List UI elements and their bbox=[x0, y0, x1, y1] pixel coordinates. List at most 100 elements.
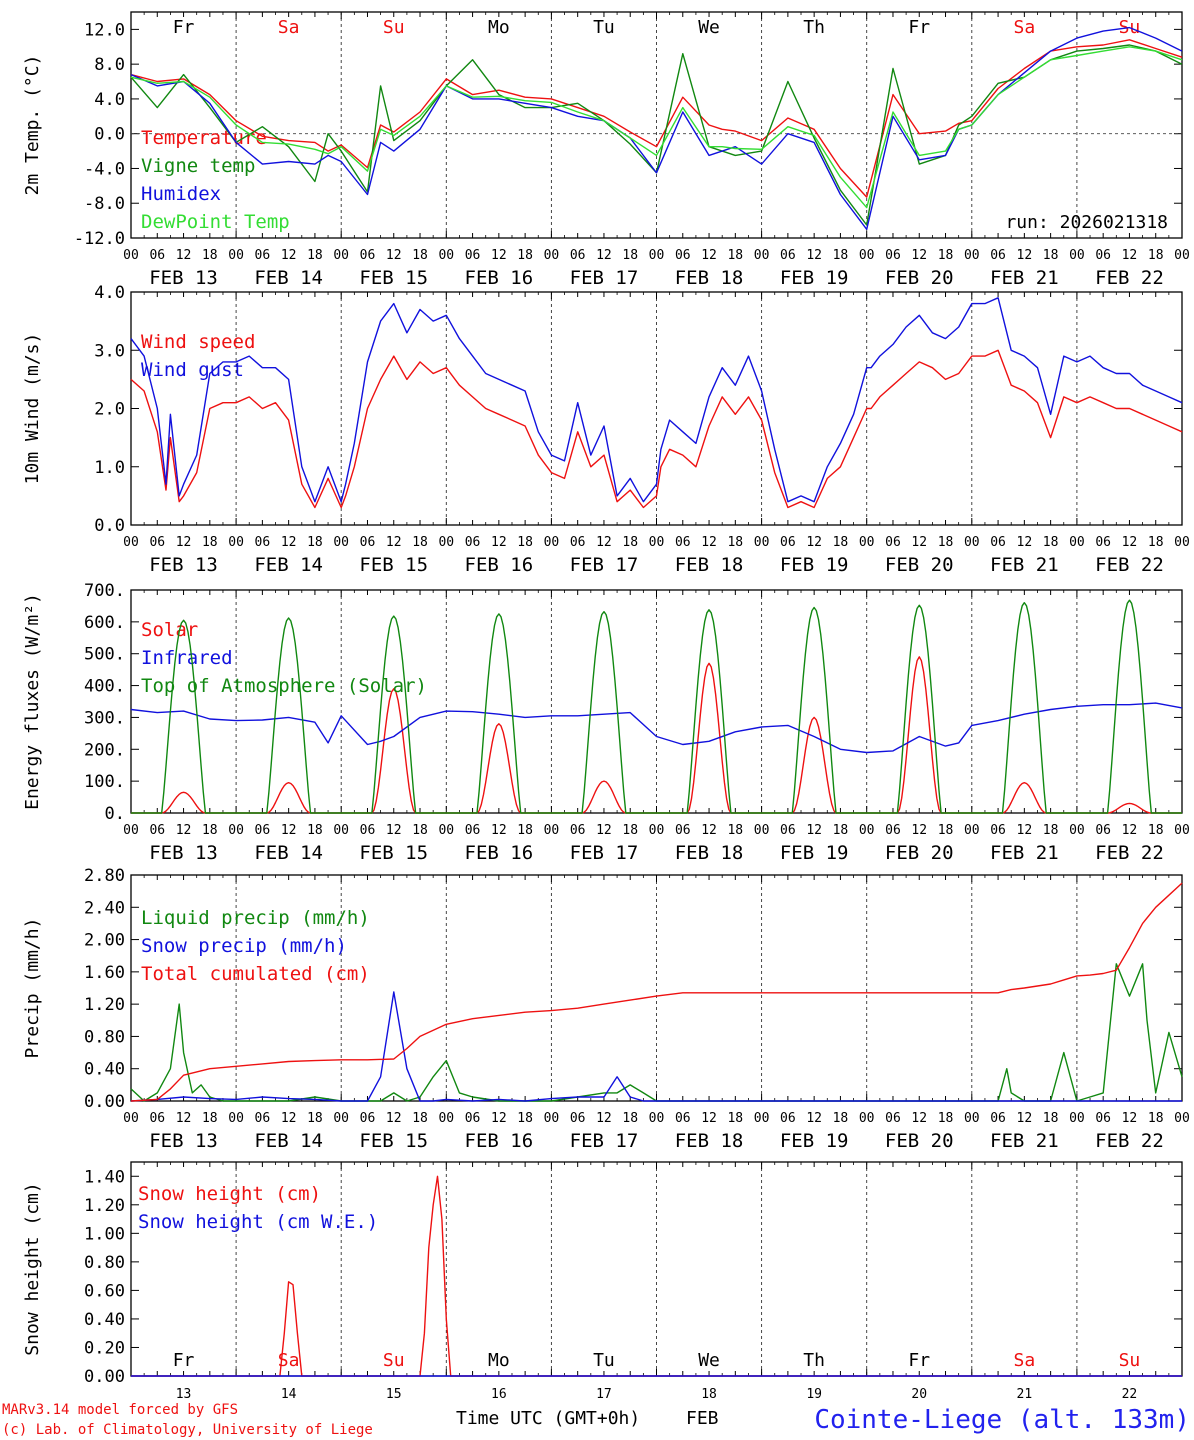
wind-hour-label: 06 bbox=[675, 535, 691, 550]
precip-ytick-label: 1.60 bbox=[84, 963, 125, 983]
precip-date-label: FEB 21 bbox=[990, 1130, 1059, 1152]
temp-date-label: FEB 20 bbox=[885, 267, 954, 289]
precip-date-label: FEB 17 bbox=[570, 1130, 639, 1152]
energy-hour-label: 00 bbox=[859, 823, 875, 838]
energy-ytick-label: 700. bbox=[84, 581, 125, 601]
temp-hour-label: 12 bbox=[176, 248, 192, 263]
wind-hour-label: 06 bbox=[990, 535, 1006, 550]
credit-line-1: MARv3.14 model forced by GFS bbox=[2, 1402, 238, 1418]
day-label-top: Su bbox=[383, 17, 405, 38]
wind-hour-label: 00 bbox=[754, 535, 770, 550]
energy-legend-item: Solar bbox=[141, 619, 198, 641]
wind-hour-label: 12 bbox=[386, 535, 402, 550]
energy-series-infrared bbox=[130, 702, 1183, 754]
credit-line-2: (c) Lab. of Climatology, University of L… bbox=[2, 1422, 373, 1438]
wind-ytick-label: 3.0 bbox=[94, 341, 125, 361]
precip-ytick-label: 0.00 bbox=[84, 1092, 125, 1112]
temp-hour-label: 18 bbox=[727, 248, 743, 263]
temp-hour-label: 06 bbox=[1095, 248, 1111, 263]
energy-hour-label: 12 bbox=[386, 823, 402, 838]
temp-date-label: FEB 14 bbox=[254, 267, 323, 289]
temp-ytick-label: 8.0 bbox=[94, 55, 125, 75]
wind-date-label: FEB 17 bbox=[570, 554, 639, 576]
temp-ytick-label: -12.0 bbox=[74, 229, 125, 249]
temp-hour-label: 18 bbox=[412, 248, 428, 263]
wind-hour-label: 00 bbox=[964, 535, 980, 550]
energy-date-label: FEB 22 bbox=[1095, 842, 1164, 864]
precip-hour-label: 18 bbox=[622, 1111, 638, 1126]
temp-hour-label: 18 bbox=[622, 248, 638, 263]
wind-hour-label: 06 bbox=[780, 535, 796, 550]
precip-hour-label: 18 bbox=[202, 1111, 218, 1126]
bottom-day-number: 13 bbox=[176, 1387, 192, 1402]
wind-hour-label: 00 bbox=[333, 535, 349, 550]
day-label-top: Fr bbox=[908, 17, 930, 38]
bottom-day-number: 22 bbox=[1122, 1387, 1138, 1402]
temp-hour-label: 12 bbox=[1017, 248, 1033, 263]
temp-hour-label: 00 bbox=[964, 248, 980, 263]
temp-hour-label: 12 bbox=[1122, 248, 1138, 263]
energy-date-label: FEB 20 bbox=[885, 842, 954, 864]
wind-hour-label: 12 bbox=[911, 535, 927, 550]
wind-date-label: FEB 21 bbox=[990, 554, 1059, 576]
precip-hour-label: 12 bbox=[386, 1111, 402, 1126]
wind-hour-label: 06 bbox=[255, 535, 271, 550]
energy-hour-label: 06 bbox=[1095, 823, 1111, 838]
day-label-top: Fr bbox=[173, 17, 195, 38]
energy-hour-label: 00 bbox=[438, 823, 454, 838]
snow-legend-item: Snow height (cm W.E.) bbox=[138, 1211, 378, 1233]
energy-hour-label: 06 bbox=[885, 823, 901, 838]
bottom-day-number: 21 bbox=[1017, 1387, 1033, 1402]
temp-date-label: FEB 13 bbox=[149, 267, 218, 289]
bottom-day-number: 16 bbox=[491, 1387, 507, 1402]
wind-series-wind-speed bbox=[130, 349, 1183, 509]
temp-hour-label: 00 bbox=[228, 248, 244, 263]
temp-legend-item: DewPoint Temp bbox=[141, 211, 290, 233]
wind-hour-label: 18 bbox=[1043, 535, 1059, 550]
energy-hour-label: 12 bbox=[491, 823, 507, 838]
temp-hour-label: 18 bbox=[307, 248, 323, 263]
precip-ytick-label: 1.20 bbox=[84, 995, 125, 1015]
wind-hour-label: 12 bbox=[176, 535, 192, 550]
wind-hour-label: 12 bbox=[491, 535, 507, 550]
wind-ytick-label: 4.0 bbox=[94, 283, 125, 303]
precip-hour-label: 12 bbox=[281, 1111, 297, 1126]
snow-ytick-label: 0.00 bbox=[84, 1367, 125, 1387]
precip-date-label: FEB 13 bbox=[149, 1130, 218, 1152]
wind-date-label: FEB 20 bbox=[885, 554, 954, 576]
wind-hour-label: 18 bbox=[202, 535, 218, 550]
energy-date-label: FEB 15 bbox=[359, 842, 428, 864]
temp-hour-label: 06 bbox=[570, 248, 586, 263]
wind-hour-label: 00 bbox=[544, 535, 560, 550]
temp-hour-label: 06 bbox=[255, 248, 271, 263]
energy-hour-label: 00 bbox=[123, 823, 139, 838]
temp-hour-label: 18 bbox=[517, 248, 533, 263]
temp-legend-item: Vigne temp bbox=[141, 155, 255, 177]
temp-date-label: FEB 16 bbox=[465, 267, 534, 289]
wind-legend-item: Wind gust bbox=[141, 359, 244, 381]
precip-hour-label: 06 bbox=[465, 1111, 481, 1126]
temp-date-label: FEB 17 bbox=[570, 267, 639, 289]
wind-hour-label: 12 bbox=[281, 535, 297, 550]
wind-hour-label: 12 bbox=[1017, 535, 1033, 550]
precip-hour-label: 00 bbox=[544, 1111, 560, 1126]
wind-hour-label: 00 bbox=[649, 535, 665, 550]
energy-legend-item: Infrared bbox=[141, 647, 233, 669]
energy-plot-frame bbox=[130, 589, 1183, 814]
wind-hour-label: 12 bbox=[1122, 535, 1138, 550]
temp-date-label: FEB 18 bbox=[675, 267, 744, 289]
temp-hour-label: 12 bbox=[491, 248, 507, 263]
wind-date-label: FEB 18 bbox=[675, 554, 744, 576]
snow-ytick-label: 0.60 bbox=[84, 1281, 125, 1301]
energy-hour-label: 00 bbox=[1069, 823, 1085, 838]
temp-hour-label: 12 bbox=[386, 248, 402, 263]
wind-hour-label: 00 bbox=[123, 535, 139, 550]
wind-series-wind-gust bbox=[130, 297, 1183, 503]
x-axis-title: Time UTC (GMT+0h) bbox=[456, 1408, 640, 1429]
wind-date-label: FEB 16 bbox=[465, 554, 534, 576]
day-label-bottom: We bbox=[698, 1350, 720, 1371]
precip-hour-label: 06 bbox=[675, 1111, 691, 1126]
precip-date-label: FEB 16 bbox=[465, 1130, 534, 1152]
temp-ytick-label: 12.0 bbox=[84, 20, 125, 40]
energy-hour-label: 06 bbox=[675, 823, 691, 838]
